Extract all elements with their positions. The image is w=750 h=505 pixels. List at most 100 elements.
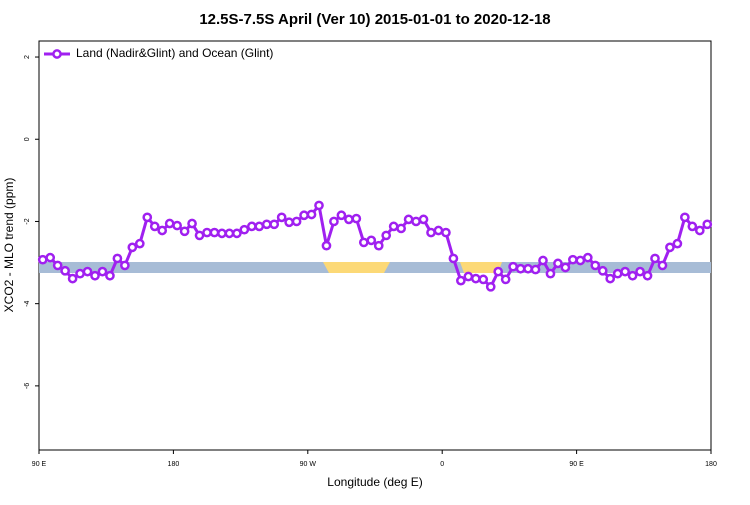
data-point [560,262,571,273]
data-point [127,242,138,253]
land-band [460,262,502,273]
data-point [381,230,392,241]
y-tick-label: -4 [24,300,31,306]
data-point [194,230,205,241]
data-point [650,253,660,264]
data-point [120,260,130,271]
data-point [329,216,339,227]
data-point [336,210,347,221]
data-point [441,227,451,238]
data-point [75,268,85,279]
data-point [620,266,630,277]
data-point [358,237,369,248]
data-point [60,265,70,276]
chart-title: 12.5S-7.5S April (Ver 10) 2015-01-01 to … [199,11,550,28]
x-tick-label: 180 [168,461,180,468]
data-point [246,221,257,232]
data-point [45,252,56,263]
data-point [612,268,623,279]
data-point [67,273,78,284]
y-tick-label: -6 [24,383,31,389]
data-point [396,223,406,234]
data-point [269,219,280,230]
data-point [426,227,436,238]
data-point [575,255,586,266]
data-point [642,270,653,281]
data-point [680,212,690,223]
data-point [568,254,578,265]
data-point [299,210,309,221]
data-point [590,260,601,271]
data-point [657,260,668,271]
legend-marker [52,49,62,59]
data-point [694,225,705,236]
data-point [232,228,242,239]
data-point [672,238,683,249]
data-point [239,224,250,235]
data-point [37,254,48,265]
data-point [403,214,414,225]
y-tick-label: 2 [24,55,31,59]
legend-label: Land (Nadir&Glint) and Ocean (Glint) [76,46,273,60]
plot-frame [38,40,712,451]
data-point [134,238,145,249]
data-point [553,258,563,269]
data-point [172,220,182,231]
data-point [627,270,638,281]
data-point [388,221,399,232]
x-tick-label: 90 E [569,461,584,468]
data-point [500,274,511,285]
data-point [291,216,302,227]
data-point [493,266,504,277]
data-point [209,227,220,238]
x-tick-label: 90 E [32,461,47,468]
data-point [470,273,481,284]
data-point [351,213,362,224]
data-point [456,275,466,286]
data-point [366,235,377,246]
data-point [478,274,489,285]
data-point [105,270,115,281]
data-point [90,270,100,281]
data-point [448,253,459,264]
data-point [217,228,227,239]
data-point [373,240,384,251]
data-point [179,226,190,237]
y-tick-label: 0 [24,137,31,141]
data-point [112,253,123,264]
data-point [261,219,272,230]
data-point [538,255,548,266]
x-tick-label: 180 [705,461,717,468]
y-tick-label: -2 [24,218,31,224]
data-point [545,268,556,279]
data-point [635,266,645,277]
data-point [284,217,294,228]
data-point [605,273,616,284]
data-point [314,200,324,211]
data-point [157,225,168,236]
data-point [187,218,197,229]
data-point [702,219,713,230]
data-point [523,263,533,274]
land-band [323,262,390,273]
y-axis-label: XCO2 - MLO trend (ppm) [2,178,16,313]
data-point [687,221,698,232]
data-point [164,218,175,229]
data-point [52,260,63,271]
data-point [530,264,541,275]
data-point [276,212,287,223]
data-point [508,261,518,272]
data-point [665,242,675,253]
data-point [433,225,444,236]
data-point [82,266,93,277]
x-tick-label: 0 [440,461,444,468]
x-axis-label: Longitude (deg E) [327,475,422,489]
data-point [149,221,160,232]
data-point [485,281,496,292]
data-point [202,227,212,238]
x-tick-label: 90 W [300,461,317,468]
data-point [306,209,317,220]
data-point [224,228,235,239]
data-point [142,212,153,223]
